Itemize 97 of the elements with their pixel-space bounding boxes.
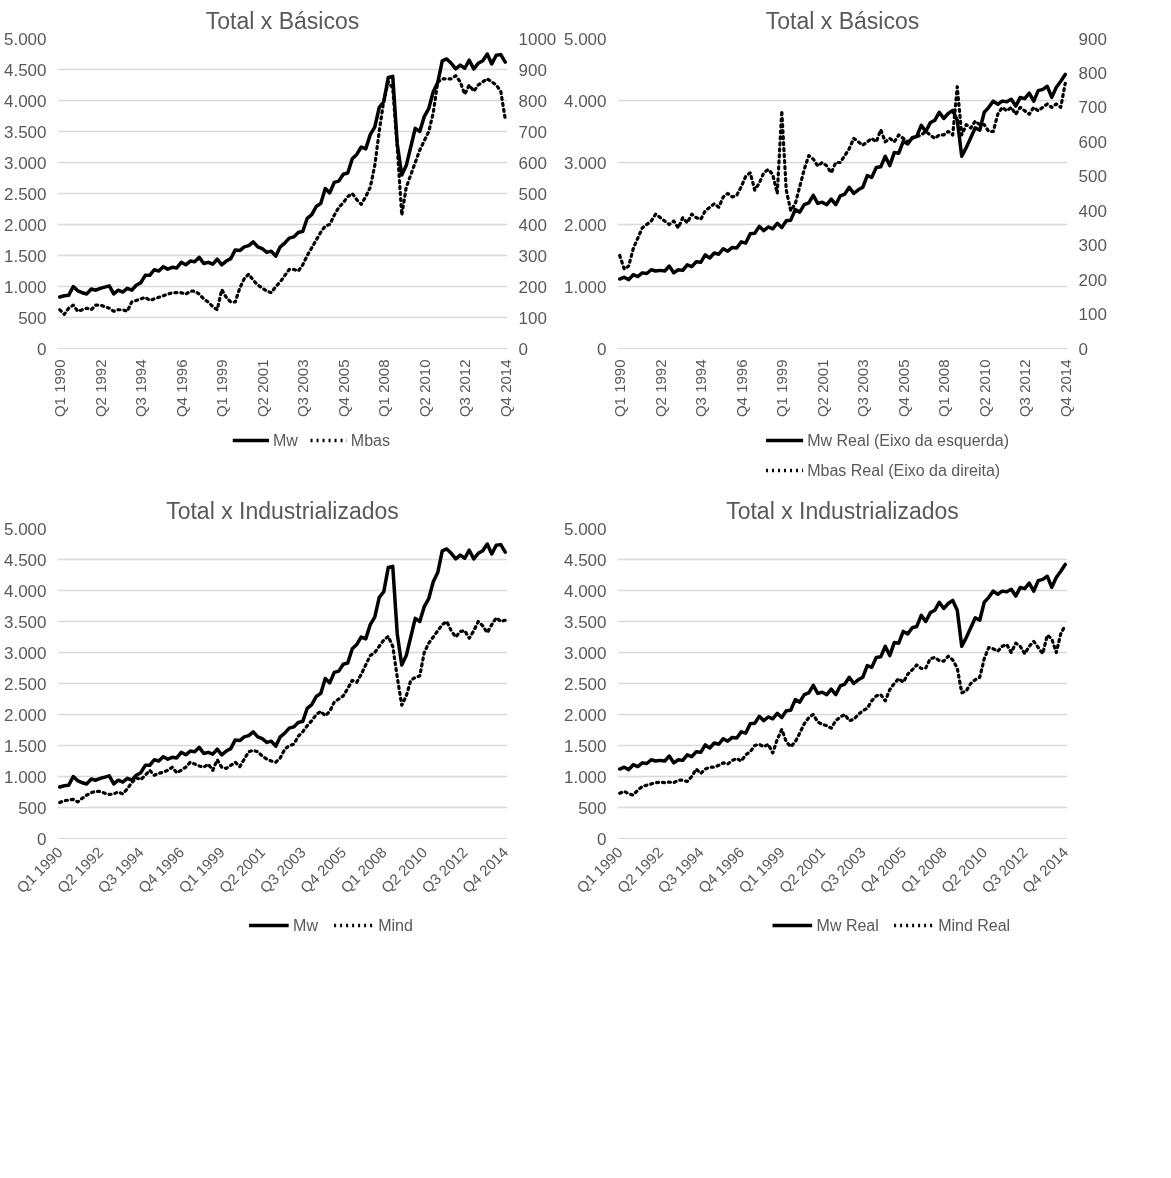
y2-tick-label: 600 xyxy=(1078,132,1107,152)
y2-tick-label: 700 xyxy=(1078,98,1107,118)
y2-tick-label: 400 xyxy=(1078,201,1107,221)
x-tick-label: Q2 2010 xyxy=(975,359,993,418)
y-tick-label: 5.000 xyxy=(3,29,47,49)
y2-tick-label: 100 xyxy=(518,308,547,328)
y-tick-label: 5.000 xyxy=(3,519,47,539)
legend-label: Mw Real xyxy=(816,917,879,934)
y-tick-label: 3.500 xyxy=(3,612,47,632)
y2-tick-label: 700 xyxy=(518,122,547,142)
y-tick-label: 2.500 xyxy=(3,674,47,694)
x-tick-label: Q4 2005 xyxy=(894,359,912,418)
x-tick-label: Q2 2001 xyxy=(253,359,271,418)
y-tick-label: 4.500 xyxy=(3,550,47,570)
y-tick-label: 0 xyxy=(597,829,607,849)
y-tick-label: 3.000 xyxy=(563,643,607,663)
y2-tick-label: 500 xyxy=(1078,167,1107,187)
y-tick-label: 500 xyxy=(18,308,47,328)
chart-title: Total x Básicos xyxy=(205,7,360,34)
chart-title: Total x Básicos xyxy=(765,7,920,34)
legend-label: Mbas Real (Eixo da direita) xyxy=(807,462,1001,479)
y2-tick-label: 300 xyxy=(518,246,547,266)
x-tick-label: Q4 2014 xyxy=(496,359,514,418)
y-tick-label: 2.000 xyxy=(3,215,47,235)
x-tick-label: Q3 2003 xyxy=(294,359,312,418)
legend-label: Mbas xyxy=(350,432,390,449)
y-tick-label: 3.000 xyxy=(563,153,607,173)
x-tick-label: Q1 2008 xyxy=(935,359,953,418)
y-tick-label: 3.500 xyxy=(563,612,607,632)
y-tick-label: 0 xyxy=(597,339,607,359)
y2-tick-label: 400 xyxy=(518,215,547,235)
legend-label: Mw Real (Eixo da esquerda) xyxy=(807,432,1010,449)
y-tick-label: 3.000 xyxy=(3,153,47,173)
y-tick-label: 3.500 xyxy=(3,122,47,142)
y-tick-label: 1.000 xyxy=(3,277,47,297)
y2-tick-label: 800 xyxy=(1078,63,1107,83)
x-tick-label: Q3 2012 xyxy=(456,359,474,418)
y-tick-label: 1.500 xyxy=(3,736,47,756)
legend-label: Mw xyxy=(293,917,319,934)
y-tick-label: 1.500 xyxy=(563,736,607,756)
x-tick-label: Q2 2010 xyxy=(415,359,433,418)
chart-title: Total x Industrializados xyxy=(166,497,399,524)
y-tick-label: 4.500 xyxy=(3,60,47,80)
legend-label: Mind xyxy=(378,917,413,934)
y-tick-label: 1.000 xyxy=(3,767,47,787)
y2-tick-label: 900 xyxy=(518,60,547,80)
y-tick-label: 4.500 xyxy=(563,550,607,570)
y2-tick-label: 200 xyxy=(1078,270,1107,290)
y2-tick-label: 500 xyxy=(518,184,547,204)
y-tick-label: 0 xyxy=(37,339,47,359)
y-tick-label: 1.500 xyxy=(3,246,47,266)
chart-title: Total x Industrializados xyxy=(726,497,959,524)
y-tick-label: 500 xyxy=(578,798,607,818)
y2-tick-label: 200 xyxy=(518,277,547,297)
x-tick-label: Q2 1992 xyxy=(651,359,669,418)
x-tick-label: Q4 1996 xyxy=(732,359,750,418)
x-tick-label: Q3 2012 xyxy=(1016,359,1034,418)
x-tick-label: Q1 2008 xyxy=(375,359,393,418)
x-tick-label: Q4 1996 xyxy=(172,359,190,418)
x-tick-label: Q1 1999 xyxy=(213,359,231,418)
y2-tick-label: 800 xyxy=(518,91,547,111)
line-series xyxy=(618,562,1067,772)
x-tick-label: Q2 2001 xyxy=(813,359,831,418)
y-tick-label: 4.000 xyxy=(563,581,607,601)
y2-tick-label: 900 xyxy=(1078,29,1107,49)
y-tick-label: 5.000 xyxy=(563,519,607,539)
legend-label: Mind Real xyxy=(938,917,1011,934)
y2-tick-label: 1000 xyxy=(518,29,557,49)
y-tick-label: 3.000 xyxy=(3,643,47,663)
y-tick-label: 2.000 xyxy=(3,705,47,725)
y2-tick-label: 0 xyxy=(1078,339,1088,359)
legend-label: Mw xyxy=(273,432,299,449)
x-tick-label: Q1 1999 xyxy=(773,359,791,418)
y-tick-label: 5.000 xyxy=(563,29,607,49)
y-tick-label: 1.000 xyxy=(563,767,607,787)
y2-tick-label: 0 xyxy=(518,339,528,359)
x-tick-label: Q4 2014 xyxy=(1056,359,1074,418)
x-tick-label: Q1 1990 xyxy=(611,359,629,418)
y-tick-label: 500 xyxy=(18,798,47,818)
x-tick-label: Q4 2005 xyxy=(334,359,352,418)
y2-tick-label: 100 xyxy=(1078,305,1107,325)
y-tick-label: 2.000 xyxy=(563,215,607,235)
x-tick-label: Q1 1990 xyxy=(51,359,69,418)
y-tick-label: 4.000 xyxy=(563,91,607,111)
x-tick-label: Q3 1994 xyxy=(132,359,150,418)
y-tick-label: 1.000 xyxy=(563,277,607,297)
y2-tick-label: 300 xyxy=(1078,236,1107,256)
y-tick-label: 2.500 xyxy=(3,184,47,204)
x-tick-label: Q2 1992 xyxy=(91,359,109,418)
y2-tick-label: 600 xyxy=(518,153,547,173)
y-tick-label: 4.000 xyxy=(3,581,47,601)
x-tick-label: Q3 1994 xyxy=(692,359,710,418)
y-tick-label: 2.000 xyxy=(563,705,607,725)
y-tick-label: 4.000 xyxy=(3,91,47,111)
x-tick-label: Q3 2003 xyxy=(854,359,872,418)
y-tick-label: 2.500 xyxy=(563,674,607,694)
y-tick-label: 0 xyxy=(37,829,47,849)
